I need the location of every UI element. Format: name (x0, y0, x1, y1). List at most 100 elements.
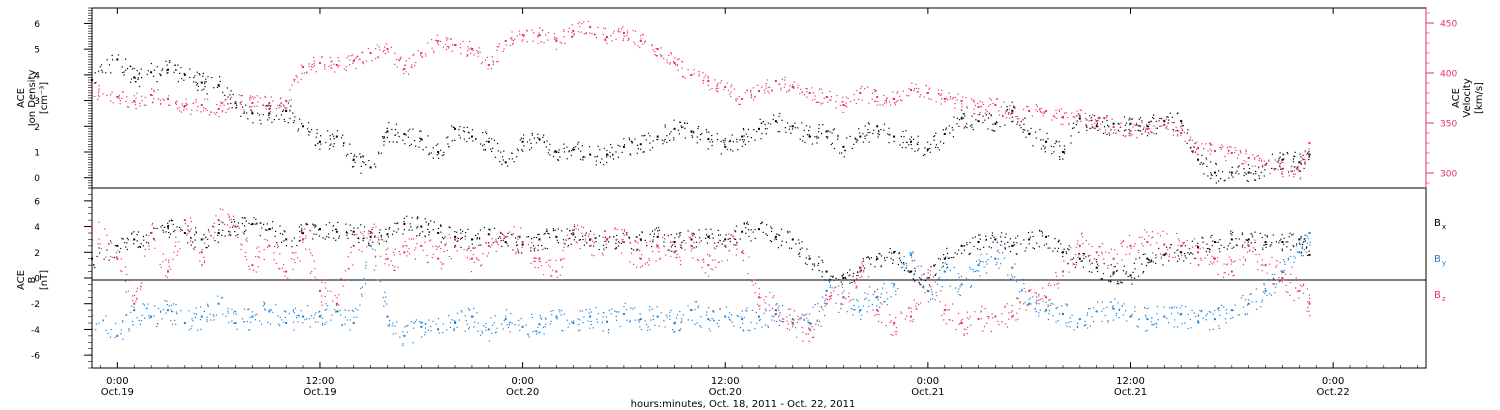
density-sample (1062, 158, 1064, 160)
by-sample (886, 292, 888, 294)
bx-sample (489, 229, 491, 231)
velocity-sample (387, 51, 389, 53)
density-sample (818, 131, 820, 133)
bx-sample (956, 253, 958, 255)
bx-sample (1238, 238, 1240, 240)
density-sample (1124, 116, 1126, 118)
by-sample (1270, 294, 1272, 296)
velocity-sample (896, 92, 898, 94)
by-sample (114, 336, 117, 338)
velocity-sample (877, 101, 879, 103)
density-sample (134, 77, 137, 79)
velocity-sample (265, 105, 267, 107)
bx-sample (338, 235, 341, 237)
bz-sample (466, 248, 469, 250)
density-sample (1079, 114, 1081, 116)
bx-sample (533, 236, 535, 239)
by-point (166, 309, 169, 312)
velocity-sample (1131, 134, 1133, 136)
by-point (335, 310, 338, 313)
velocity-sample (176, 100, 178, 102)
velocity-sample (1097, 125, 1099, 128)
bx-sample (769, 240, 772, 242)
density-sample (265, 104, 268, 107)
bx-point (369, 235, 372, 238)
bx-point (555, 235, 558, 238)
velocity-sample (829, 90, 831, 92)
bz-sample (304, 237, 306, 239)
by-sample (1212, 313, 1214, 315)
by-sample (442, 331, 444, 334)
bx-sample (958, 249, 960, 251)
by-sample (1002, 252, 1004, 254)
by-sample (718, 319, 720, 322)
velocity-sample (1219, 146, 1221, 149)
bx-sample (589, 230, 592, 232)
bz-sample (463, 248, 465, 251)
density-sample (1300, 162, 1302, 164)
by-sample (1119, 308, 1121, 310)
bx-sample (594, 237, 596, 239)
density-sample (1039, 128, 1041, 131)
velocity-point (1078, 116, 1081, 118)
density-sample (643, 151, 645, 153)
density-point (217, 84, 220, 87)
bx-sample (983, 246, 985, 248)
bx-sample (1206, 243, 1208, 245)
bz-sample (227, 224, 229, 226)
bz-sample (495, 250, 497, 253)
by-sample (1255, 308, 1258, 310)
by-sample (391, 325, 393, 327)
bx-sample (1057, 247, 1060, 249)
by-sample (1134, 306, 1136, 308)
bx-sample (176, 226, 178, 228)
bx-sample (353, 234, 355, 236)
by-sample (1071, 314, 1073, 316)
density-sample (905, 147, 907, 149)
velocity-sample (394, 63, 396, 66)
by-sample (1246, 304, 1249, 306)
density-sample (669, 133, 671, 135)
velocity-sample (295, 75, 297, 77)
density-sample (745, 133, 747, 135)
density-sample (1181, 129, 1184, 131)
velocity-sample (945, 97, 948, 99)
density-sample (259, 119, 261, 121)
by-sample (315, 312, 317, 314)
density-sample (1022, 129, 1024, 131)
by-sample (911, 260, 913, 262)
by-sample (481, 332, 484, 334)
by-sample (759, 318, 761, 321)
bx-sample (750, 240, 752, 242)
bz-sample (111, 256, 113, 259)
velocity-sample (818, 101, 820, 103)
bz-point (116, 257, 119, 260)
density-sample (218, 85, 220, 88)
bx-sample (1039, 230, 1041, 232)
by-sample (365, 261, 367, 263)
bx-point (538, 238, 541, 241)
by-point (403, 334, 406, 337)
velocity-sample (1144, 131, 1146, 133)
density-point (606, 153, 609, 156)
bx-sample (766, 234, 768, 237)
density-sample (1150, 120, 1152, 122)
density-sample (1237, 166, 1239, 168)
bx-sample (700, 240, 702, 242)
bx-sample (825, 279, 827, 281)
bx-sample (846, 272, 849, 274)
bx-sample (449, 226, 451, 229)
bx-sample (1112, 274, 1114, 276)
velocity-sample (411, 64, 413, 66)
bz-sample (131, 305, 133, 307)
bz-sample (402, 245, 404, 247)
density-sample (491, 138, 493, 140)
density-sample (582, 159, 584, 161)
density-sample (656, 138, 658, 140)
velocity-point (758, 90, 760, 92)
velocity-sample (1013, 105, 1015, 107)
velocity-sample (1064, 112, 1066, 114)
by-sample (160, 310, 162, 312)
bz-sample (527, 243, 529, 246)
density-sample (804, 141, 806, 144)
